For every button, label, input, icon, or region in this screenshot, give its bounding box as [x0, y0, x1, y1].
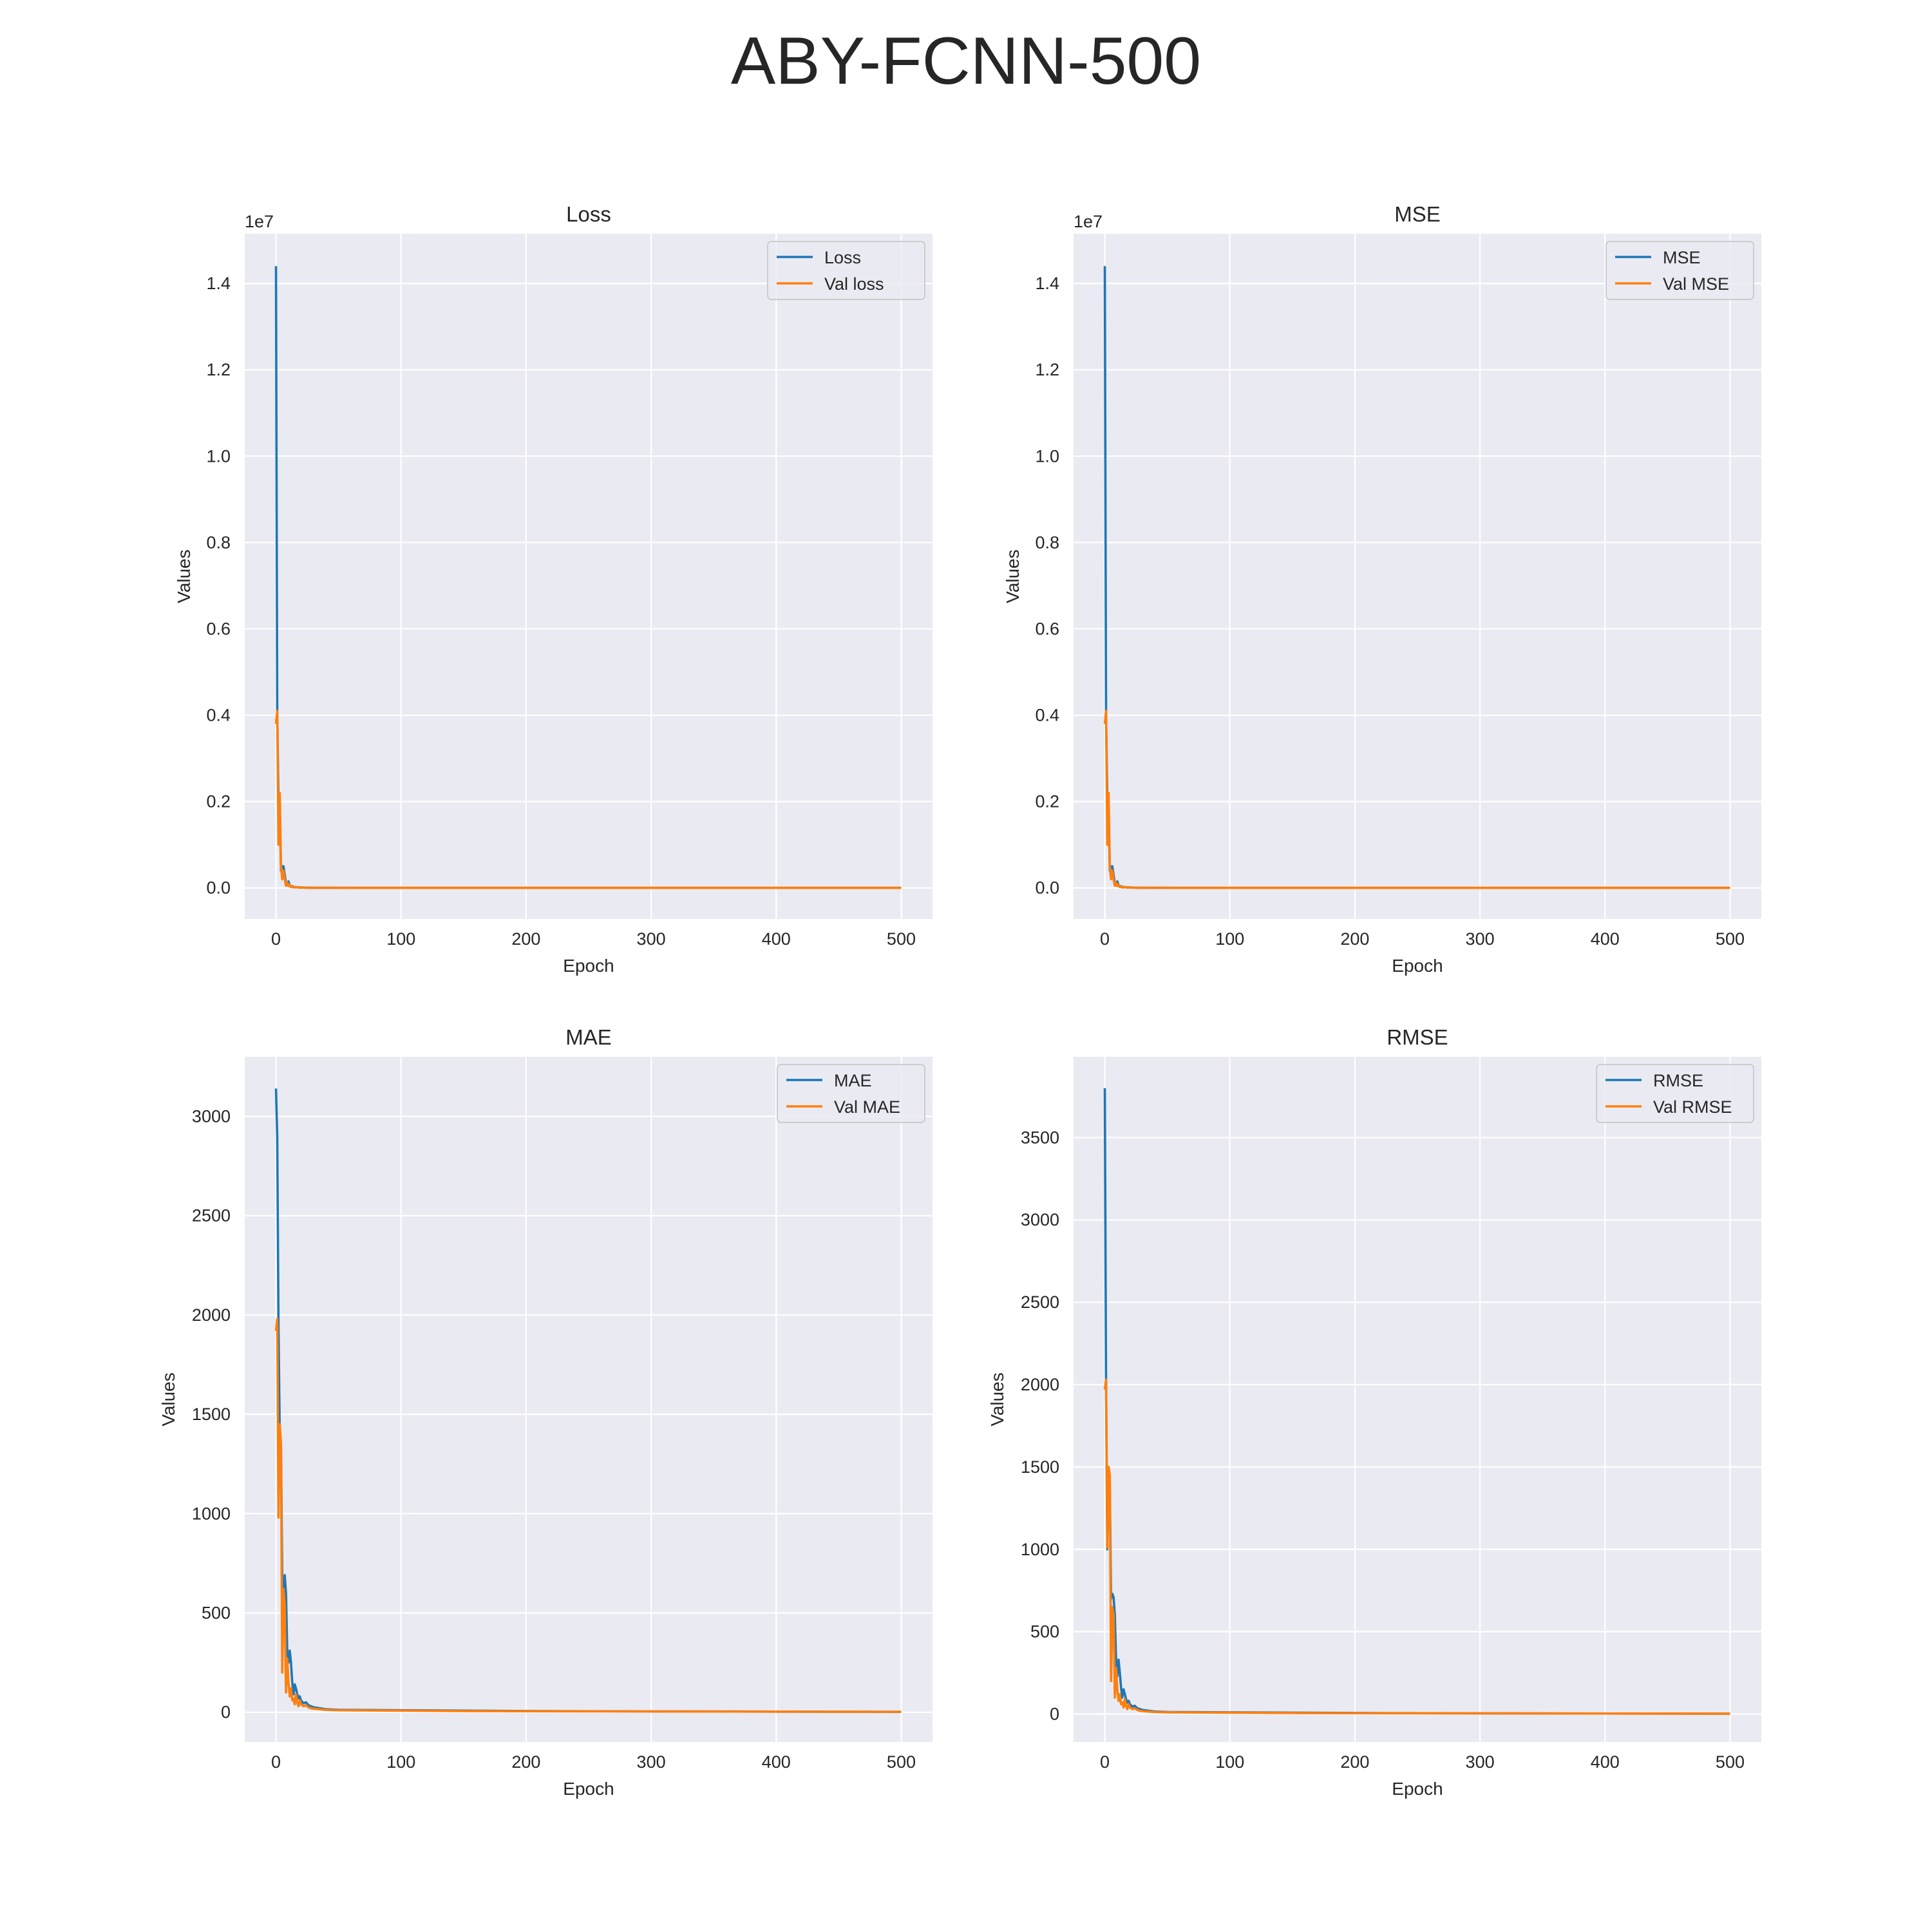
y-tick-label: 0.8	[206, 533, 231, 552]
y-tick-label: 2000	[192, 1305, 231, 1325]
y-tick-label: 0	[1050, 1705, 1059, 1724]
x-tick-label: 100	[386, 929, 415, 949]
legend: MSE Val MSE	[1605, 241, 1754, 300]
y-tick-label: 0.2	[1035, 792, 1059, 811]
panel-title: Loss	[566, 202, 611, 226]
plot-area	[1074, 1057, 1761, 1742]
x-tick-label: 0	[1100, 1752, 1110, 1772]
legend-label-val: Val RMSE	[1653, 1097, 1732, 1117]
y-tick-label: 500	[1030, 1622, 1059, 1642]
x-tick-label: 500	[1716, 1752, 1745, 1772]
x-axis-label: Epoch	[1392, 1779, 1443, 1799]
x-tick-label: 300	[1466, 929, 1495, 949]
legend-label-train: Loss	[824, 248, 861, 267]
series-line-val	[274, 710, 902, 889]
legend-label-train: MAE	[834, 1071, 872, 1090]
y-tick-label: 0.6	[206, 619, 231, 638]
x-tick-label: 400	[762, 1752, 791, 1772]
panel-title: MAE	[565, 1025, 612, 1049]
legend: Loss Val loss	[767, 241, 925, 300]
legend: MAE Val MAE	[777, 1064, 925, 1123]
x-tick-label: 0	[271, 929, 281, 949]
chart-panel-rmse: 0 100 200 300 400 500 0 500 1000 1500 2000 2500 3000…	[987, 1025, 1761, 1799]
y-tick-label: 3000	[1021, 1210, 1059, 1229]
y-tick-label: 1500	[192, 1405, 231, 1424]
x-tick-label: 200	[1340, 929, 1369, 949]
y-tick-label: 2500	[1021, 1293, 1059, 1312]
x-tick-label: 300	[637, 1752, 666, 1772]
y-tick-label: 0.8	[1035, 533, 1059, 552]
y-tick-label: 3500	[1021, 1128, 1059, 1147]
y-tick-label: 2500	[192, 1206, 231, 1226]
figure-title: ABY-FCNN-500	[730, 24, 1202, 99]
y-tick-label: 1.0	[1035, 446, 1059, 466]
y-tick-label: 0.4	[206, 706, 231, 725]
y-tick-label: 1.2	[1035, 360, 1059, 379]
x-tick-label: 300	[637, 929, 666, 949]
chart-panel-mae: 0 100 200 300 400 500 0 500 1000 1500 2000 2500 3000…	[158, 1025, 933, 1799]
y-axis-label: Values	[1003, 549, 1023, 603]
y-tick-label: 0.0	[1035, 878, 1059, 898]
chart-panel-loss: 0 100 200 300 400 500 0.0 0.2 0.4 0.6 0.8 1.0 1.2 1.4…	[174, 202, 933, 976]
y-tick-label: 1.4	[1035, 274, 1059, 293]
y-tick-label: 1.4	[206, 274, 231, 293]
y-tick-label: 0.0	[206, 878, 231, 898]
x-tick-label: 200	[511, 929, 540, 949]
x-tick-label: 400	[1591, 1752, 1620, 1772]
y-tick-label: 0.4	[1035, 706, 1059, 725]
x-axis-label: Epoch	[563, 956, 614, 976]
y-tick-label: 1000	[1021, 1540, 1059, 1559]
x-tick-label: 0	[271, 1752, 281, 1772]
panel-title: RMSE	[1387, 1025, 1448, 1049]
x-axis-label: Epoch	[1392, 956, 1443, 976]
x-tick-label: 200	[1340, 1752, 1369, 1772]
y-tick-label: 3000	[192, 1107, 231, 1126]
x-axis-label: Epoch	[563, 1779, 614, 1799]
x-tick-label: 300	[1466, 1752, 1495, 1772]
legend-label-train: RMSE	[1653, 1071, 1703, 1090]
y-offset-label: 1e7	[1074, 212, 1103, 231]
x-tick-label: 500	[1716, 929, 1745, 949]
series-line-val	[274, 1318, 902, 1713]
plot-area	[1074, 234, 1761, 919]
legend-label-val: Val MAE	[834, 1097, 900, 1117]
y-offset-label: 1e7	[245, 212, 274, 231]
y-axis-label: Values	[987, 1372, 1007, 1426]
x-tick-label: 400	[762, 929, 791, 949]
x-tick-label: 100	[1215, 929, 1244, 949]
y-tick-label: 1500	[1021, 1457, 1059, 1477]
y-tick-label: 0.6	[1035, 619, 1059, 638]
x-tick-label: 500	[887, 929, 916, 949]
chart-panel-mse: 0 100 200 300 400 500 0.0 0.2 0.4 0.6 0.8 1.0 1.2 1.4…	[1003, 202, 1761, 976]
y-tick-label: 500	[202, 1604, 231, 1623]
x-tick-label: 100	[1215, 1752, 1244, 1772]
y-tick-label: 1000	[192, 1504, 231, 1523]
x-tick-label: 100	[386, 1752, 415, 1772]
y-tick-label: 0	[221, 1703, 231, 1722]
series-line-val	[1103, 1378, 1730, 1715]
legend-label-train: MSE	[1663, 248, 1701, 267]
y-tick-label: 1.2	[206, 360, 231, 379]
legend: RMSE Val RMSE	[1596, 1064, 1754, 1123]
plot-area	[245, 1057, 933, 1742]
series-line-val	[1103, 710, 1730, 889]
panel-title: MSE	[1394, 202, 1441, 226]
y-axis-label: Values	[174, 549, 194, 603]
y-tick-label: 2000	[1021, 1375, 1059, 1394]
x-tick-label: 200	[511, 1752, 540, 1772]
x-tick-label: 0	[1100, 929, 1110, 949]
legend-label-val: Val loss	[824, 274, 884, 294]
y-tick-label: 0.2	[206, 792, 231, 811]
x-tick-label: 400	[1591, 929, 1620, 949]
x-tick-label: 500	[887, 1752, 916, 1772]
y-tick-label: 1.0	[206, 446, 231, 466]
plot-area	[245, 234, 933, 919]
legend-label-val: Val MSE	[1663, 274, 1729, 294]
y-axis-label: Values	[158, 1372, 178, 1426]
